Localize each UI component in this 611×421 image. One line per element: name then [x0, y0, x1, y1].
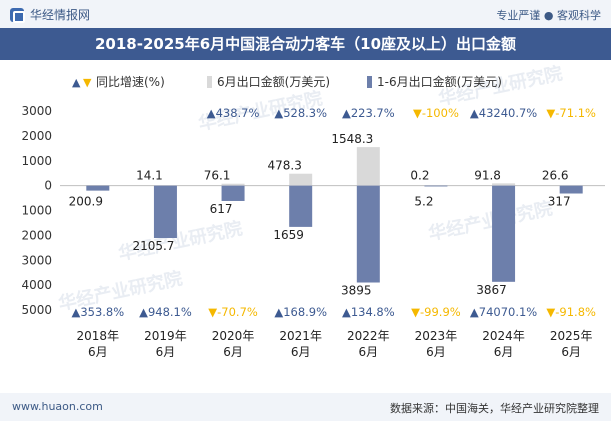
- growth-cumulative: ▼-70.7%: [208, 305, 258, 319]
- y-tick-label: 5000: [21, 303, 52, 317]
- label-monthly: 14.1: [136, 169, 163, 183]
- growth-cumulative: ▲74070.1%: [470, 305, 537, 319]
- data-labels: 200.9 14.1 2105.7 76.1 617 478.3 1659 1548.3 389…: [69, 132, 571, 297]
- label-cumulative: 1659: [273, 228, 304, 242]
- legend-monthly-label: 6月出口金额(万美元): [217, 74, 330, 89]
- x-tick-label: 2023年 6月: [415, 329, 458, 359]
- x-tick-label: 2019年 6月: [144, 329, 187, 359]
- legend-monthly-swatch: [207, 76, 212, 88]
- bar-cumulative: [492, 185, 516, 282]
- label-monthly: 26.6: [542, 169, 569, 183]
- label-monthly: 0.2: [410, 169, 429, 183]
- top-bar: 华经情报网 专业严谨 ● 客观科学: [0, 0, 611, 28]
- bar-monthly: [492, 183, 516, 186]
- slogan: 专业严谨 ● 客观科学: [496, 9, 601, 22]
- y-tick-label: 1000: [21, 154, 52, 168]
- legend-cumulative-label: 1-6月出口金额(万美元): [377, 74, 502, 89]
- growth-cumulative: ▲134.8%: [342, 305, 395, 319]
- growth-monthly: ▲528.3%: [274, 106, 327, 120]
- bar-cumulative: [289, 185, 313, 227]
- legend: ▲ ▼ 同比增速(%) 6月出口金额(万美元) 1-6月出口金额(万美元): [72, 74, 502, 89]
- bar-cumulative: [559, 185, 583, 194]
- bar-cumulative: [86, 185, 110, 191]
- legend-cumulative-swatch: [367, 76, 372, 88]
- label-monthly: 1548.3: [331, 132, 373, 146]
- growth-monthly: ▼-71.1%: [546, 106, 596, 120]
- brand-name: 华经情报网: [30, 8, 91, 22]
- growth-cumulative: ▲948.1%: [139, 305, 192, 319]
- x-tick-label: 2024年 6月: [482, 329, 525, 359]
- growth-cumulative: ▲353.8%: [71, 305, 124, 319]
- y-tick-label: 3000: [21, 253, 52, 267]
- bars: [86, 147, 583, 283]
- label-cumulative: 617: [210, 202, 233, 216]
- y-tick-label: 2000: [21, 228, 52, 242]
- label-cumulative: 317: [548, 195, 571, 209]
- label-cumulative: 3867: [476, 283, 507, 297]
- label-monthly: 478.3: [268, 159, 302, 173]
- growth-monthly: ▼-100%: [413, 106, 459, 120]
- footer: www.huaon.com 数据来源：中国海关，华经产业研究院整理: [0, 393, 611, 421]
- y-tick-label: 4000: [21, 278, 52, 292]
- label-cumulative: 3895: [341, 284, 372, 298]
- y-tick-label: 0: [44, 179, 52, 193]
- x-tick-label: 2025年 6月: [550, 329, 593, 359]
- bar-cumulative: [221, 185, 245, 201]
- bar-monthly: [289, 173, 313, 186]
- x-tick-label: 2022年 6月: [347, 329, 390, 359]
- growth-cumulative: ▼-91.8%: [546, 305, 596, 319]
- data-source: 数据来源：中国海关，华经产业研究院整理: [390, 402, 599, 415]
- bar-cumulative: [153, 185, 177, 239]
- label-monthly: 91.8: [474, 168, 501, 182]
- y-tick-label: 1000: [21, 204, 52, 218]
- x-tick-label: 2018年 6月: [77, 329, 120, 359]
- chart-title: 2018-2025年6月中国混合动力客车（10座及以上）出口金额: [0, 28, 611, 60]
- y-tick-label: 3000: [21, 104, 52, 118]
- label-cumulative: 200.9: [69, 195, 103, 209]
- growth-monthly: ▲43240.7%: [470, 106, 537, 120]
- bar-cumulative: [356, 185, 380, 283]
- watermark: 华经产业研究院: [426, 197, 554, 245]
- brand: 华经情报网: [10, 6, 90, 23]
- bar-monthly: [559, 184, 583, 186]
- growth-monthly: ▲438.7%: [207, 106, 260, 120]
- label-cumulative: 2105.7: [132, 239, 174, 253]
- bar-cumulative: [424, 185, 448, 187]
- website: www.huaon.com: [12, 400, 103, 413]
- growth-monthly: ▲223.7%: [342, 106, 395, 120]
- x-tick-label: 2020年 6月: [212, 329, 255, 359]
- label-cumulative: 5.2: [414, 195, 433, 209]
- legend-up-icon: ▲: [72, 76, 81, 89]
- label-monthly: 76.1: [204, 169, 231, 183]
- legend-down-icon: ▼: [83, 76, 92, 89]
- growth-cumulative: ▼-99.9%: [411, 305, 461, 319]
- brand-logo-icon: [10, 7, 25, 23]
- growth-rates: ▲353.8% ▲948.1% ▲438.7% ▼-70.7% ▲528.3% ▲168.…: [71, 106, 596, 319]
- y-tick-label: 2000: [21, 129, 52, 143]
- bar-monthly: [221, 183, 245, 186]
- x-tick-label: 2021年 6月: [279, 329, 322, 359]
- bar-monthly: [356, 147, 380, 186]
- legend-growth-label: 同比增速(%): [96, 75, 165, 89]
- x-axis: 2018年 6月 2019年 6月 2020年 6月 2021年 6月 2022年 6月 2023年…: [77, 329, 593, 359]
- growth-cumulative: ▲168.9%: [274, 305, 327, 319]
